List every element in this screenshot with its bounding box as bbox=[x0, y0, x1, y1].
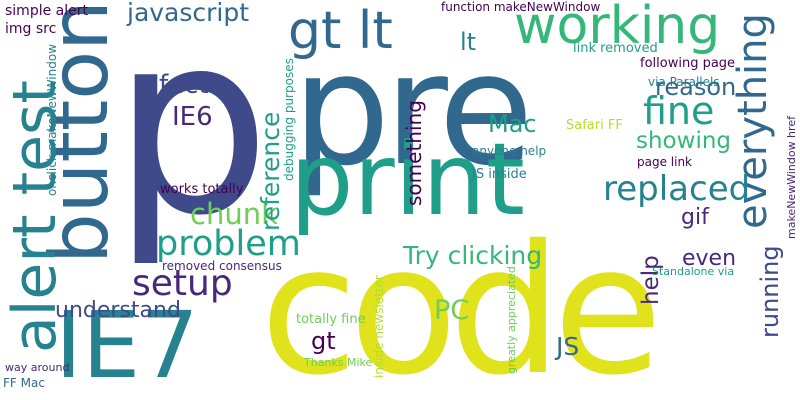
word-mac: Mac bbox=[488, 110, 537, 138]
word-print: print bbox=[290, 121, 525, 238]
word-via-parallels: via Parallels bbox=[648, 75, 720, 89]
word-running: running bbox=[756, 245, 784, 338]
word-inside-newsletter: inside newsletter bbox=[372, 275, 386, 378]
word-works-totally: works totally bbox=[160, 182, 244, 197]
word-removed-consensus: removed consensus bbox=[162, 259, 282, 273]
word-even: even bbox=[682, 246, 737, 271]
word-way-around: way around bbox=[5, 361, 70, 374]
word-gt: gt bbox=[311, 327, 336, 355]
word-fact: fact bbox=[159, 70, 209, 100]
word-understand: understand bbox=[55, 298, 181, 323]
word-standalone-via: Standalone via bbox=[652, 265, 735, 278]
word-debugging-purposes: debugging purposes bbox=[282, 58, 296, 181]
word-function-makenewwindow: function makeNewWindow bbox=[441, 0, 601, 14]
word-ie6: IE6 bbox=[172, 102, 213, 132]
word-chunk: chunk bbox=[190, 197, 278, 231]
word-anyone-help: anyone help bbox=[472, 144, 547, 158]
word-simple-alert: simple alert bbox=[5, 3, 88, 19]
word-js-inside: JS inside bbox=[472, 167, 527, 182]
word-p: p bbox=[112, 0, 271, 270]
word-help: help bbox=[638, 255, 664, 305]
word-setup: setup bbox=[132, 263, 233, 304]
word-pc: PC bbox=[434, 295, 470, 326]
word-lt: lt bbox=[460, 28, 477, 56]
word-following-page: following page bbox=[640, 56, 736, 71]
word-link-removed: link removed bbox=[573, 41, 658, 56]
word-js: JS bbox=[556, 332, 580, 361]
word-page-link: page link bbox=[637, 155, 693, 169]
word-onclick-makenewwindow: onclick makeNewWindow bbox=[45, 43, 59, 196]
word-code: code bbox=[260, 207, 663, 400]
word-try-clicking: Try clicking bbox=[403, 241, 543, 270]
word-replaced: replaced bbox=[603, 169, 751, 209]
word-greatly-appreciated: greatly appreciated bbox=[505, 266, 518, 374]
word-gif: gif bbox=[681, 205, 709, 230]
word-gt-lt: gt lt bbox=[288, 1, 393, 61]
word-ff-mac: FF Mac bbox=[3, 376, 45, 390]
word-safari-ff: Safari FF bbox=[566, 118, 623, 133]
word-fine: fine bbox=[643, 89, 715, 133]
word-img-src: img src bbox=[5, 21, 57, 37]
word-reason: reason bbox=[655, 73, 737, 101]
word-javascript: javascript bbox=[127, 0, 250, 27]
word-pre: pre bbox=[292, 19, 534, 200]
word-makenewwindow-href: makeNewWindow href bbox=[785, 116, 798, 239]
word-thanks-mike: Thanks Mike bbox=[304, 356, 373, 369]
word-working: working bbox=[514, 0, 721, 56]
word-reference: reference bbox=[256, 111, 285, 231]
word-something: something bbox=[402, 100, 426, 206]
word-problem: problem bbox=[156, 224, 301, 264]
word-ie7: IE7 bbox=[55, 292, 199, 399]
word-totally-fine: totally fine bbox=[296, 312, 366, 327]
word-showing: showing bbox=[636, 128, 732, 154]
